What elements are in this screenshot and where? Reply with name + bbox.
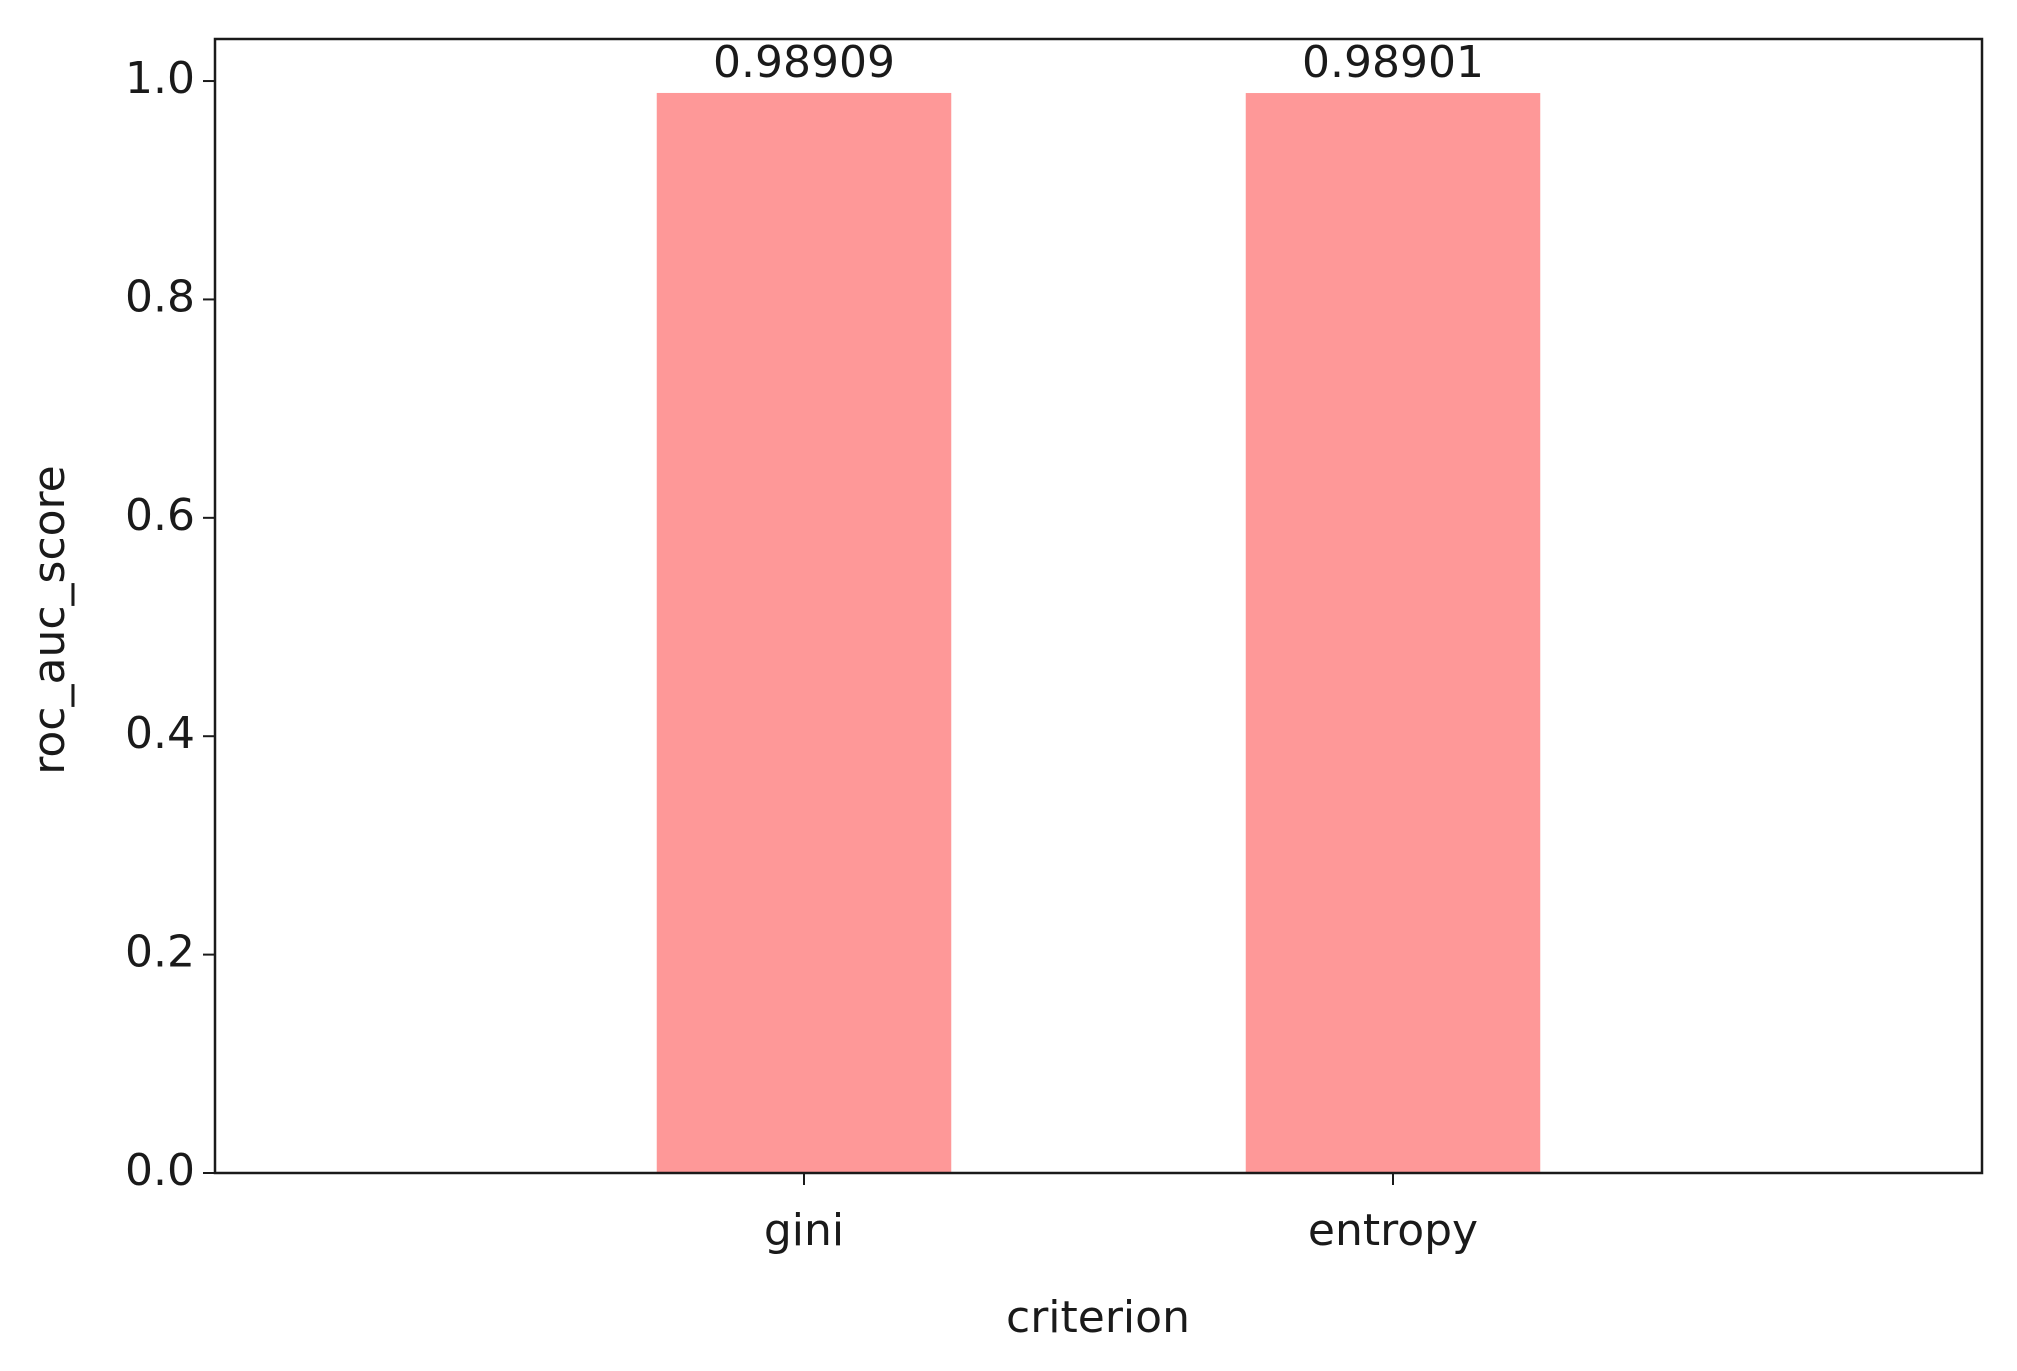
data-label: 0.98901 bbox=[1302, 37, 1484, 88]
plot-frame bbox=[213, 37, 1984, 1175]
y-tick-label: 0.6 bbox=[125, 490, 195, 541]
bar bbox=[656, 92, 952, 1173]
y-tick-label: 0.2 bbox=[125, 927, 195, 978]
x-tick-label: entropy bbox=[1308, 1205, 1478, 1256]
y-tick-label: 1.0 bbox=[125, 53, 195, 104]
bar bbox=[1245, 93, 1541, 1174]
x-axis-label: criterion bbox=[1006, 1292, 1190, 1343]
data-label: 0.98909 bbox=[713, 37, 895, 88]
x-tick-label: gini bbox=[764, 1205, 844, 1256]
y-tick-label: 0.4 bbox=[125, 708, 195, 759]
y-axis-label: roc_auc_score bbox=[24, 465, 75, 775]
y-tick-label: 0.8 bbox=[125, 271, 195, 322]
y-tick-label: 0.0 bbox=[125, 1145, 195, 1196]
